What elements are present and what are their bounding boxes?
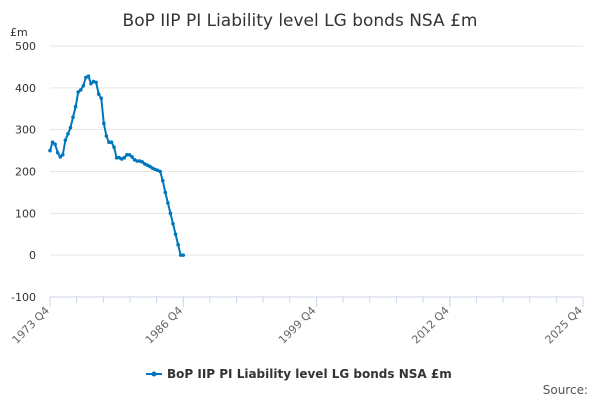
data-point[interactable] — [148, 164, 152, 169]
x-tick-label: 2012 Q4 — [409, 304, 452, 347]
y-tick-label: 500 — [15, 40, 36, 53]
data-point[interactable] — [107, 140, 111, 145]
y-tick-label: 100 — [15, 207, 36, 220]
y-axis-unit-label: £m — [10, 26, 28, 39]
data-point[interactable] — [168, 211, 173, 216]
chart-title: BoP IIP PI Liability level LG bonds NSA … — [123, 11, 478, 31]
data-point[interactable] — [112, 145, 116, 150]
x-axis: 1973 Q4 1986 Q4 1999 Q4 2012 Q4 2025 Q4 — [10, 296, 586, 347]
y-tick-label: 0 — [29, 249, 36, 262]
data-point[interactable] — [181, 253, 186, 257]
data-point[interactable] — [48, 148, 52, 153]
data-point[interactable] — [89, 81, 93, 86]
data-point[interactable] — [135, 159, 139, 163]
data-point[interactable] — [158, 169, 162, 174]
x-tick-label: 1973 Q4 — [10, 304, 53, 347]
data-point[interactable] — [102, 121, 106, 126]
data-point[interactable] — [171, 221, 175, 226]
y-tick-label: 200 — [15, 166, 36, 179]
data-point[interactable] — [53, 142, 57, 147]
data-point[interactable] — [178, 253, 183, 257]
series-line — [49, 75, 184, 257]
x-tick-label: 1986 Q4 — [143, 304, 186, 347]
data-point[interactable] — [114, 155, 119, 160]
series-layer — [48, 74, 186, 257]
data-point[interactable] — [130, 155, 134, 159]
data-point[interactable] — [86, 74, 91, 78]
y-tick-label: -100 — [11, 291, 36, 304]
gridlines — [50, 45, 583, 298]
data-point[interactable] — [96, 92, 101, 96]
y-axis-ticks: -100 0 100 200 300 400 500 — [11, 40, 36, 304]
data-point[interactable] — [61, 152, 65, 157]
source-label: Source: — [543, 383, 588, 397]
data-point[interactable] — [122, 155, 127, 160]
data-point[interactable] — [55, 150, 60, 155]
data-point[interactable] — [99, 96, 104, 101]
data-point[interactable] — [78, 88, 83, 92]
data-point[interactable] — [63, 138, 68, 142]
legend-label: BoP IIP PI Liability level LG bonds NSA … — [167, 367, 452, 381]
data-point[interactable] — [173, 232, 178, 237]
data-point[interactable] — [50, 140, 55, 145]
data-point[interactable] — [163, 190, 168, 195]
data-point[interactable] — [66, 132, 70, 136]
data-point[interactable] — [160, 178, 165, 183]
data-point[interactable] — [94, 80, 98, 85]
data-point[interactable] — [73, 104, 78, 109]
legend-point-marker — [151, 371, 157, 377]
x-tick-label: 1999 Q4 — [276, 304, 319, 347]
data-point[interactable] — [104, 134, 109, 138]
data-point[interactable] — [166, 201, 170, 205]
data-point[interactable] — [125, 152, 129, 157]
data-point[interactable] — [76, 90, 80, 94]
data-point[interactable] — [71, 115, 75, 119]
data-point[interactable] — [68, 125, 73, 130]
data-point[interactable] — [127, 152, 132, 157]
data-point[interactable] — [109, 140, 114, 145]
data-point[interactable] — [176, 242, 180, 247]
y-tick-label: 400 — [15, 82, 36, 95]
y-tick-label: 300 — [15, 124, 36, 137]
data-point[interactable] — [81, 83, 86, 88]
data-point[interactable] — [58, 155, 63, 159]
x-tick-label: 2025 Q4 — [543, 304, 586, 347]
legend[interactable]: BoP IIP PI Liability level LG bonds NSA … — [146, 367, 452, 381]
data-point[interactable] — [140, 160, 145, 164]
